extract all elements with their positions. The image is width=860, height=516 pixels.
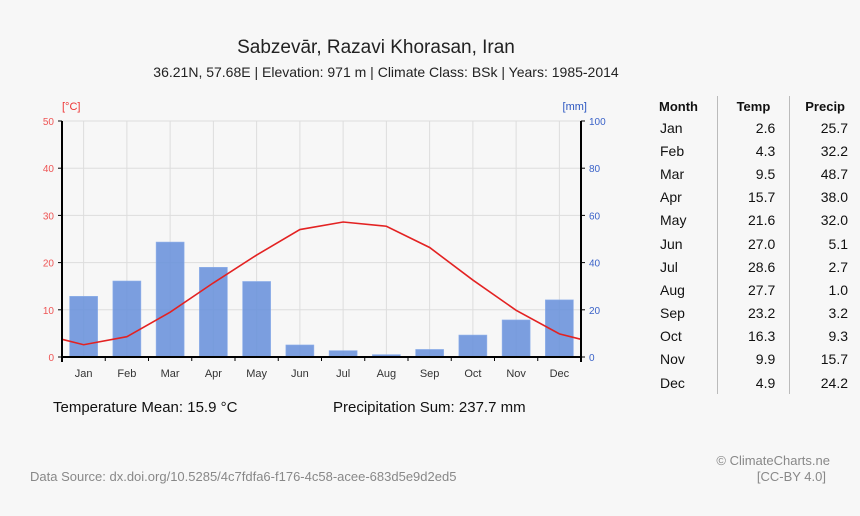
month-cell: Aug — [660, 281, 685, 298]
ytick-left-label: 40 — [43, 164, 55, 175]
table-row: Apr 15.7 38.0 — [652, 185, 860, 209]
precip-cell: 32.0 — [789, 208, 860, 232]
table-row: Mar 9.5 48.7 — [652, 162, 860, 186]
ytick-left-label: 50 — [43, 117, 55, 128]
temp-cell: 16.3 — [716, 324, 790, 348]
temp-cell: 15.7 — [716, 185, 790, 209]
temp-cell: 27.7 — [716, 278, 790, 302]
xtick-label: Mar — [161, 368, 180, 380]
precip-cell: 3.2 — [789, 301, 860, 325]
precipitation-sum: Precipitation Sum: 237.7 mm — [333, 399, 526, 416]
month-cell: Jul — [660, 258, 678, 275]
table-row: Sep 23.2 3.2 — [652, 301, 860, 325]
climate-table: Month Temp Precip Jan 2.6 25.7 Feb 4.3 32.2 Ma… — [652, 96, 860, 395]
xtick-label: Jan — [75, 368, 93, 380]
precip-bar — [501, 319, 531, 358]
ytick-left-label: 30 — [43, 211, 55, 222]
precip-bar — [458, 334, 488, 358]
table-row: Aug 27.7 1.0 — [652, 278, 860, 302]
month-cell: Sep — [660, 305, 685, 322]
table-row: Feb 4.3 32.2 — [652, 139, 860, 163]
table-row: Jul 28.6 2.7 — [652, 255, 860, 279]
ytick-left-label: 0 — [48, 353, 54, 364]
ytick-right-label: 20 — [589, 306, 601, 317]
precip-bar — [285, 344, 315, 358]
month-cell: May — [660, 212, 687, 229]
chart-title: Sabzevār, Razavi Khorasan, Iran — [237, 37, 515, 58]
ytick-right-label: 60 — [589, 211, 601, 222]
month-cell: Jan — [660, 119, 683, 136]
header-precip: Precip — [789, 96, 860, 116]
month-cell: Apr — [660, 189, 682, 206]
precip-cell: 15.7 — [789, 347, 860, 372]
temp-cell: 21.6 — [716, 208, 790, 232]
xtick-label: Feb — [117, 368, 136, 380]
month-cell: Nov — [660, 351, 685, 368]
xtick-label: Jun — [291, 368, 309, 380]
ytick-right-label: 40 — [589, 259, 601, 270]
table-row: Oct 16.3 9.3 — [652, 324, 860, 348]
temp-cell: 9.5 — [716, 162, 790, 186]
xtick-label: Aug — [377, 368, 397, 380]
month-cell: Jun — [660, 235, 683, 252]
xtick-label: Jul — [336, 368, 350, 380]
temp-cell: 28.6 — [716, 255, 790, 279]
precip-cell: 25.7 — [789, 116, 860, 140]
xtick-label: Dec — [550, 368, 570, 380]
precip-cell: 5.1 — [789, 231, 860, 256]
license: [CC-BY 4.0] — [756, 469, 826, 484]
precip-cell: 48.7 — [789, 162, 860, 186]
precip-bar — [69, 296, 98, 358]
precip-cell: 9.3 — [789, 324, 860, 348]
precip-cell: 38.0 — [789, 185, 860, 209]
table-row: Jun 27.0 5.1 — [652, 231, 860, 256]
precip-bar — [242, 281, 271, 358]
copyright: © ClimateCharts.ne — [716, 453, 830, 468]
month-cell: Dec — [660, 374, 685, 391]
temp-cell: 23.2 — [716, 301, 790, 325]
precip-cell: 24.2 — [789, 371, 860, 395]
header-temp: Temp — [716, 96, 790, 116]
month-cell: Feb — [660, 142, 685, 159]
temp-cell: 2.6 — [716, 116, 790, 140]
left-axis-label: [°C] — [62, 101, 80, 113]
precip-bar — [112, 280, 142, 358]
data-source: Data Source: dx.doi.org/10.5285/4c7fdfa6… — [30, 469, 457, 484]
right-axis-label: [mm] — [563, 101, 587, 113]
climate-chart: 0 10 20 30 40 50 0 20 40 60 80 100 Jan Feb Mar Apr May Ju… — [43, 101, 606, 380]
precip-cell: 1.0 — [789, 278, 860, 302]
header-month: Month — [659, 98, 698, 114]
precip-cell: 32.2 — [789, 139, 860, 163]
month-cell: Mar — [660, 165, 685, 182]
temp-cell: 4.9 — [716, 371, 790, 395]
chart-subtitle: 36.21N, 57.68E | Elevation: 971 m | Clim… — [153, 64, 619, 80]
precip-cell: 2.7 — [789, 255, 860, 279]
ytick-left-label: 10 — [43, 306, 55, 317]
xtick-label: Oct — [464, 368, 481, 380]
precip-bar — [155, 241, 185, 358]
precip-bar — [415, 349, 444, 358]
temperature-line — [61, 221, 582, 346]
ytick-right-label: 80 — [589, 164, 601, 175]
temp-cell: 27.0 — [716, 231, 790, 256]
table-row: Jan 2.6 25.7 — [652, 116, 860, 140]
precip-bar — [199, 267, 228, 358]
ytick-left-label: 20 — [43, 259, 55, 270]
ytick-right-label: 0 — [589, 353, 595, 364]
table-header: Month Temp Precip — [652, 96, 860, 116]
month-cell: Oct — [660, 328, 682, 345]
table-row: May 21.6 32.0 — [652, 208, 860, 232]
xtick-label: May — [246, 368, 267, 380]
xtick-label: Nov — [506, 368, 526, 380]
temp-cell: 4.3 — [716, 139, 790, 163]
table-row: Dec 4.9 24.2 — [652, 371, 860, 395]
xtick-label: Apr — [205, 368, 222, 380]
table-row: Nov 9.9 15.7 — [652, 347, 860, 372]
ytick-right-label: 100 — [589, 117, 606, 128]
temperature-mean: Temperature Mean: 15.9 °C — [53, 399, 238, 416]
xtick-label: Sep — [420, 368, 440, 380]
temp-cell: 9.9 — [716, 347, 790, 372]
